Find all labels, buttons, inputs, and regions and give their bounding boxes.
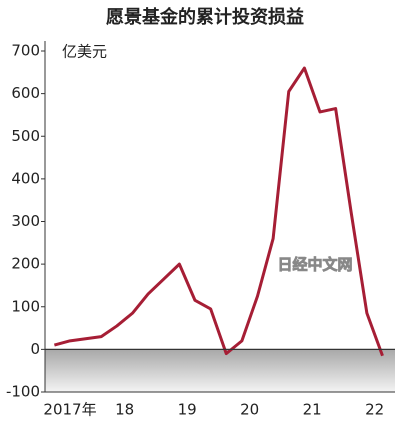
data-line xyxy=(53,66,384,357)
y-tick-label: 500 xyxy=(11,127,40,145)
y-tick-label: 600 xyxy=(11,84,40,102)
y-tick-label: 300 xyxy=(11,212,40,230)
y-tick-label: 100 xyxy=(11,297,40,315)
negative-area xyxy=(45,349,395,392)
y-tick-label: 400 xyxy=(11,169,40,187)
x-tick-label: 22 xyxy=(365,401,384,419)
y-tick-label: 0 xyxy=(30,340,40,358)
y-axis-label: 亿美元 xyxy=(62,43,107,61)
chart-title: 愿景基金的累计投资损益 xyxy=(106,6,304,28)
x-tick-label: 21 xyxy=(303,401,322,419)
x-tick-label: 19 xyxy=(178,401,197,419)
y-tick-label: -100 xyxy=(6,383,40,401)
x-tick-label: 2017年 xyxy=(43,401,96,419)
y-tick-label: 700 xyxy=(11,42,40,60)
y-tick-label: 200 xyxy=(11,255,40,273)
x-tick-label: 20 xyxy=(240,401,259,419)
watermark: 日经中文网 xyxy=(277,256,352,274)
x-tick-label: 18 xyxy=(115,401,134,419)
